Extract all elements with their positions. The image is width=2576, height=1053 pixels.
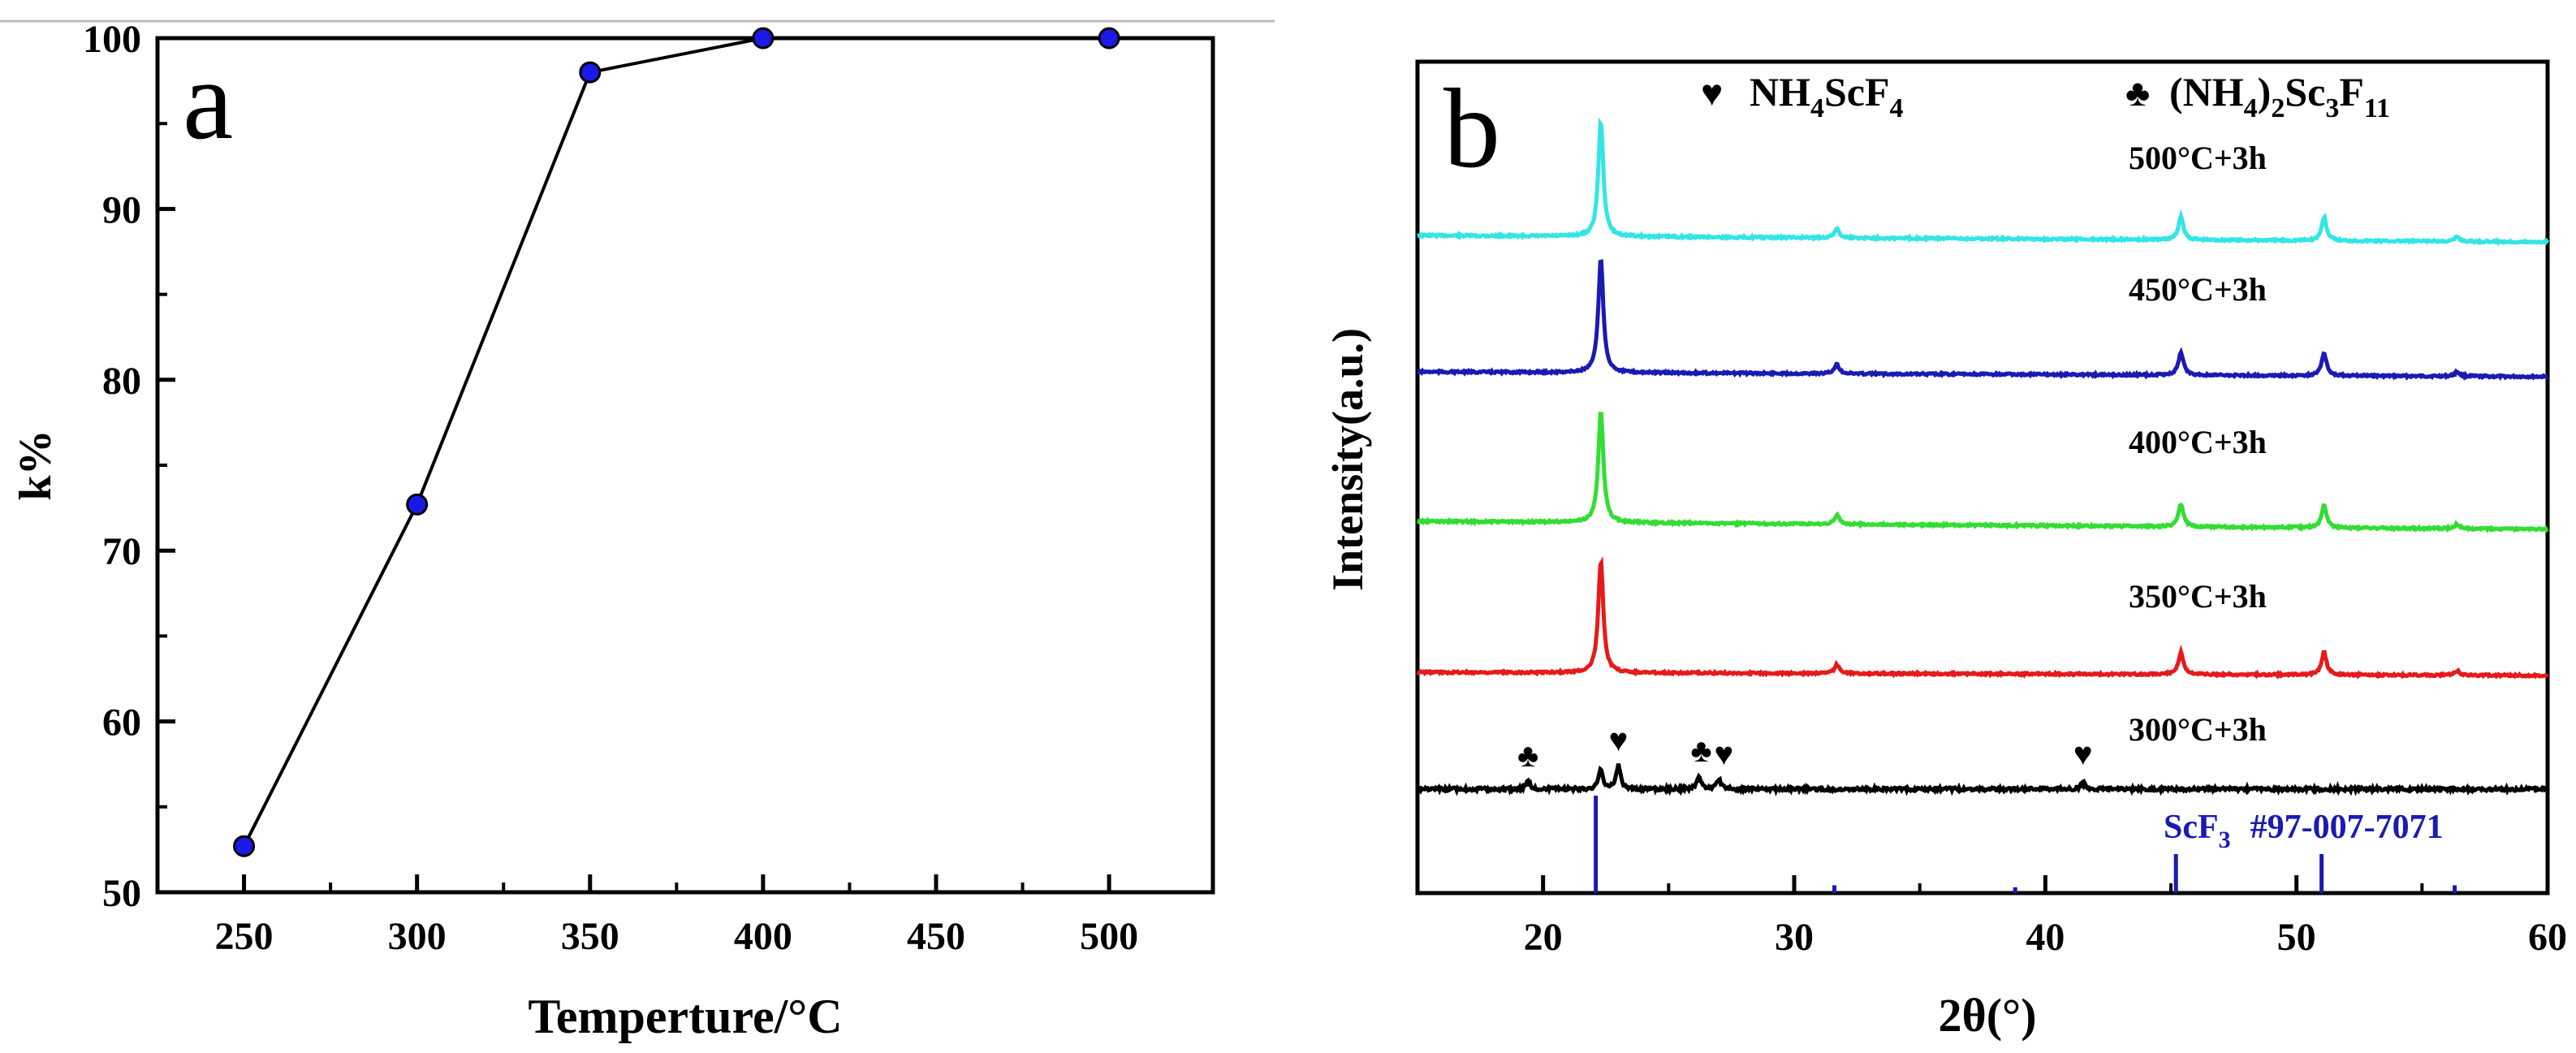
label-350c: 350°C+3h xyxy=(2129,578,2267,615)
panel-b-reference-pattern xyxy=(1594,796,2457,893)
panel-a-xtick-label: 300 xyxy=(388,915,447,958)
heart-peak-marker: ♥ xyxy=(1609,722,1629,758)
panel-a-ytick-label: 80 xyxy=(102,360,141,403)
club-peak-marker: ♣ xyxy=(1690,732,1711,769)
panel-b-xlabel: 2θ(°) xyxy=(1938,989,2036,1042)
panel-a-ylabel: k% xyxy=(11,429,61,500)
reference-name: ScF xyxy=(2164,809,2219,846)
panel-a-data-point xyxy=(233,835,256,857)
legend-heart-symbol: ♥ xyxy=(1701,72,1723,114)
legend-nh4scf4-part2: ScF xyxy=(1824,69,1890,114)
xrd-pattern-3503c xyxy=(1416,556,2549,680)
panel-a-series-line xyxy=(242,37,1110,848)
panel-b-xtick-label: 60 xyxy=(2528,916,2567,959)
panel-a-ytick-label: 60 xyxy=(102,701,141,744)
panel-a: a 50 60 70 80 90 100 250 300 350 400 450 500 k% Te… xyxy=(11,18,1215,1043)
panel-b-letter: b xyxy=(1443,66,1500,192)
reference-label: ScF3 #97-007-7071 xyxy=(2164,809,2444,853)
panel-a-xlabel: Temperture/°C xyxy=(528,990,842,1043)
legend-nh42sc3f11-label: (NH4)2Sc3F11 xyxy=(2169,69,2390,123)
legend-b-part2: ) xyxy=(2258,69,2272,114)
panel-b-series xyxy=(1415,117,2550,796)
legend-b-sub4: 11 xyxy=(2364,93,2390,123)
legend-b-part1: (NH xyxy=(2169,69,2244,114)
panel-a-ytick-label: 90 xyxy=(102,188,141,231)
panel-b-xtick-label: 30 xyxy=(1775,916,1814,959)
panel-a-xtick-label: 350 xyxy=(561,915,619,958)
panel-b-legend: ♥ NH4ScF4 ♣ (NH4)2Sc3F11 xyxy=(1701,69,2390,123)
panel-b-xtick-label: 50 xyxy=(2277,916,2316,959)
panel-a-data-point xyxy=(1098,27,1120,50)
panel-b-xtick-label: 20 xyxy=(1524,916,1563,959)
legend-b-sub1: 4 xyxy=(2244,93,2258,123)
panel-a-data-point xyxy=(579,61,602,84)
panel-a-y-axis: 50 60 70 80 90 100 xyxy=(83,18,175,915)
legend-nh4scf4-sub1: 4 xyxy=(1810,93,1824,123)
panel-b-x-axis: 20 30 40 50 60 xyxy=(1416,875,2567,959)
xrd-pattern-5003c xyxy=(1417,117,2550,247)
panel-b-peak-markers: ♣ ♥ ♣ ♥ ♥ xyxy=(1517,722,2093,774)
panel-a-xtick-label: 450 xyxy=(907,915,965,958)
legend-b-sub3: 3 xyxy=(2325,93,2339,123)
panel-a-ytick-label: 70 xyxy=(102,530,141,573)
panel-a-ytick-label: 50 xyxy=(102,872,141,915)
legend-nh4scf4-sub2: 4 xyxy=(1890,93,1904,123)
panel-a-data-point xyxy=(752,27,775,50)
label-300c: 300°C+3h xyxy=(2129,711,2267,748)
panel-a-series xyxy=(233,27,1120,857)
reference-code: #97-007-7071 xyxy=(2250,809,2444,846)
panel-b-xtick-label: 40 xyxy=(2026,916,2065,959)
panel-b-ylabel: Intensity(a.u.) xyxy=(1323,328,1372,591)
panel-a-xtick-label: 400 xyxy=(734,915,792,958)
xrd-pattern-4003c xyxy=(1416,412,2549,533)
panel-a-data-point xyxy=(406,493,429,516)
legend-nh4scf4-part1: NH xyxy=(1750,69,1810,114)
legend-b-part4: F xyxy=(2339,69,2364,114)
panel-b: b ♥ NH4ScF4 ♣ (NH4)2Sc3F11 20 30 40 50 60 ♣ ♥… xyxy=(1323,59,2567,1042)
panel-a-plot-frame xyxy=(155,36,1215,895)
panel-a-xtick-label: 250 xyxy=(215,915,274,958)
reference-subscript: 3 xyxy=(2219,826,2231,853)
legend-club-symbol: ♣ xyxy=(2125,72,2150,114)
panel-a-xtick-label: 500 xyxy=(1080,915,1138,958)
legend-b-part3: Sc xyxy=(2285,69,2325,114)
panel-a-ytick-label: 100 xyxy=(83,18,141,61)
panel-a-letter: a xyxy=(183,37,233,163)
panel-b-plot-frame xyxy=(1415,59,2550,895)
legend-nh4scf4-label: NH4ScF4 xyxy=(1750,69,1904,123)
label-450c: 450°C+3h xyxy=(2129,271,2267,308)
club-peak-marker: ♣ xyxy=(1517,737,1538,774)
panel-a-x-axis: 250 300 350 400 450 500 xyxy=(215,874,1138,958)
heart-peak-marker: ♥ xyxy=(1715,736,1734,772)
label-400c: 400°C+3h xyxy=(2129,424,2267,460)
heart-peak-marker: ♥ xyxy=(2073,736,2093,772)
legend-b-sub2: 2 xyxy=(2271,93,2285,123)
label-500c: 500°C+3h xyxy=(2129,140,2267,176)
xrd-pattern-4503c xyxy=(1417,259,2549,382)
xrd-pattern-3003c xyxy=(1415,763,2549,796)
